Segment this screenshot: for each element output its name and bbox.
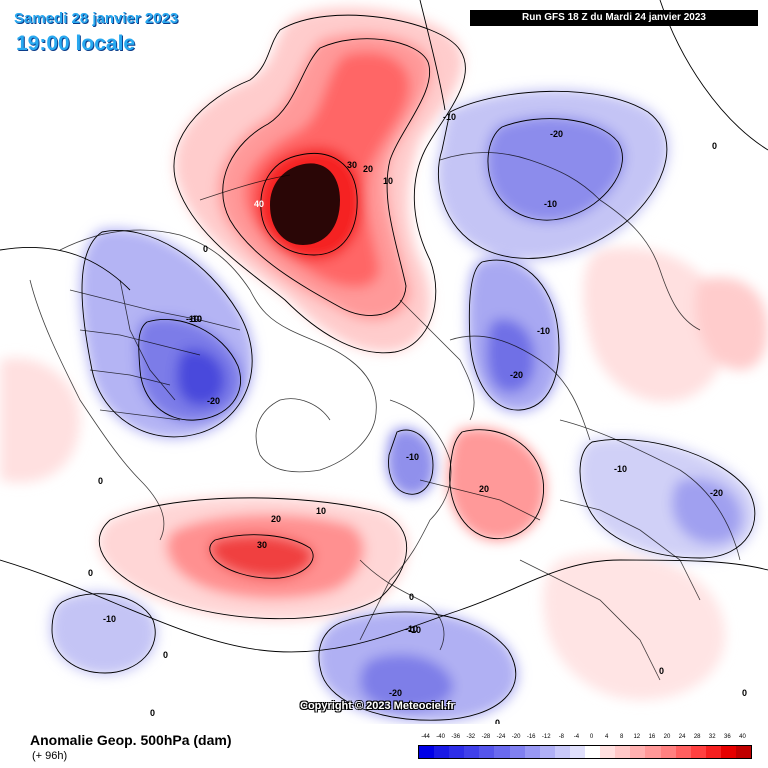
contour-label: 10 <box>316 506 326 516</box>
contour-label: -10 <box>544 199 557 209</box>
color-scale-label: -24 <box>496 734 506 740</box>
color-scale-swatch <box>464 746 480 758</box>
contour-label: 30 <box>347 160 357 170</box>
contour-label: 0 <box>88 568 93 578</box>
contour-label: 0 <box>742 688 747 698</box>
color-scale-swatch <box>449 746 465 758</box>
color-scale-label: -16 <box>526 734 536 740</box>
color-scale-swatch <box>600 746 616 758</box>
contour-label: -10 <box>405 624 418 634</box>
contour-label: -10 <box>614 464 627 474</box>
color-scale-label: 24 <box>678 734 686 740</box>
color-scale-swatch <box>419 746 435 758</box>
contour-label: 0 <box>98 476 103 486</box>
contour-label: -20 <box>510 370 523 380</box>
contour-label: 0 <box>203 244 208 254</box>
contour-label: -10 <box>189 314 202 324</box>
color-scale-label: 16 <box>648 734 656 740</box>
contour-label: 0 <box>712 141 717 151</box>
color-scale-swatch <box>554 746 570 758</box>
contour-label: 20 <box>363 164 373 174</box>
color-scale-swatch <box>690 746 706 758</box>
contour-label: -10 <box>537 326 550 336</box>
valid-date: Samedi 28 janvier 2023 <box>14 10 179 27</box>
color-scale-label: -12 <box>541 734 551 740</box>
color-scale-label: -40 <box>436 734 445 740</box>
color-scale-swatch <box>434 746 450 758</box>
contour-label: 0 <box>659 666 664 676</box>
copyright-notice: Copyright © 2023 Meteociel.fr <box>300 700 455 712</box>
color-scale-swatch <box>509 746 525 758</box>
color-scale-label: -20 <box>511 734 521 740</box>
positive-anomaly-core <box>270 163 340 245</box>
negative-anomaly-fields <box>50 89 757 723</box>
contour-label: 40 <box>254 199 264 209</box>
contour-label: -10 <box>443 112 456 122</box>
contour-label: -10 <box>408 625 421 635</box>
color-scale-swatch <box>569 746 586 758</box>
contour-label: -20 <box>550 129 563 139</box>
color-scale-label: 4 <box>604 734 609 740</box>
color-scale-label: 0 <box>589 734 594 740</box>
color-scale-swatch <box>585 746 601 758</box>
contour-label: -10 <box>103 614 116 624</box>
contour-label: 20 <box>271 514 281 524</box>
contour-label: -10 <box>186 314 199 324</box>
contour-lines <box>0 0 768 721</box>
contour-label: -20 <box>389 688 402 698</box>
color-scale-label: 32 <box>708 734 716 740</box>
color-scale-label: -4 <box>573 734 580 740</box>
contour-label: 20 <box>479 484 489 494</box>
color-scale-label: -44 <box>421 734 430 740</box>
color-scale-swatch <box>524 746 540 758</box>
color-scale-swatch <box>705 746 721 758</box>
color-scale-bar <box>418 745 752 759</box>
color-scale-swatch <box>494 746 510 758</box>
contour-label: 0 <box>163 650 168 660</box>
color-scale-swatch <box>630 746 646 758</box>
contour-label: 0 <box>150 708 155 718</box>
color-scale-swatch <box>675 746 691 758</box>
run-banner: Run GFS 18 Z du Mardi 24 janvier 2023 <box>470 10 758 26</box>
color-scale-label: -8 <box>558 734 565 740</box>
color-scale-swatch <box>479 746 495 758</box>
color-scale-swatch <box>645 746 661 758</box>
contour-label: -20 <box>710 488 723 498</box>
color-scale-labels: -44 -40 -36 -32 -28 -24 -20 -16 -12 -8 -4 0 4 8 12 16 20… <box>418 734 748 744</box>
map-title: Anomalie Geop. 500hPa (dam) <box>30 732 232 748</box>
valid-time: 19:00 locale <box>16 32 136 55</box>
color-scale-label: -28 <box>481 734 491 740</box>
color-scale-swatch <box>735 746 752 758</box>
color-scale-label: 28 <box>693 734 701 740</box>
contour-labels: -10 -20 -10 0 -10 -20 30 20 10 40 0 -10 … <box>88 112 747 728</box>
color-scale-swatch <box>615 746 631 758</box>
color-scale-label: 20 <box>663 734 671 740</box>
color-scale-label: 40 <box>739 734 746 740</box>
contour-label: 10 <box>383 176 393 186</box>
contour-label: -10 <box>406 452 419 462</box>
contour-label: 30 <box>257 540 267 550</box>
contour-label: -20 <box>207 396 220 406</box>
color-scale-label: -36 <box>451 734 461 740</box>
color-scale-swatch <box>720 746 736 758</box>
color-scale-label: -32 <box>466 734 476 740</box>
color-scale-label: 12 <box>633 734 641 740</box>
forecast-hour: (+ 96h) <box>32 750 68 762</box>
color-scale-swatch <box>660 746 676 758</box>
color-scale-label: 36 <box>724 734 731 740</box>
contour-label: 0 <box>409 592 414 602</box>
contour-label: 0 <box>495 718 500 728</box>
color-scale-label: 8 <box>620 734 624 740</box>
color-scale-swatch <box>539 746 555 758</box>
contour-label: -10 <box>189 314 202 324</box>
